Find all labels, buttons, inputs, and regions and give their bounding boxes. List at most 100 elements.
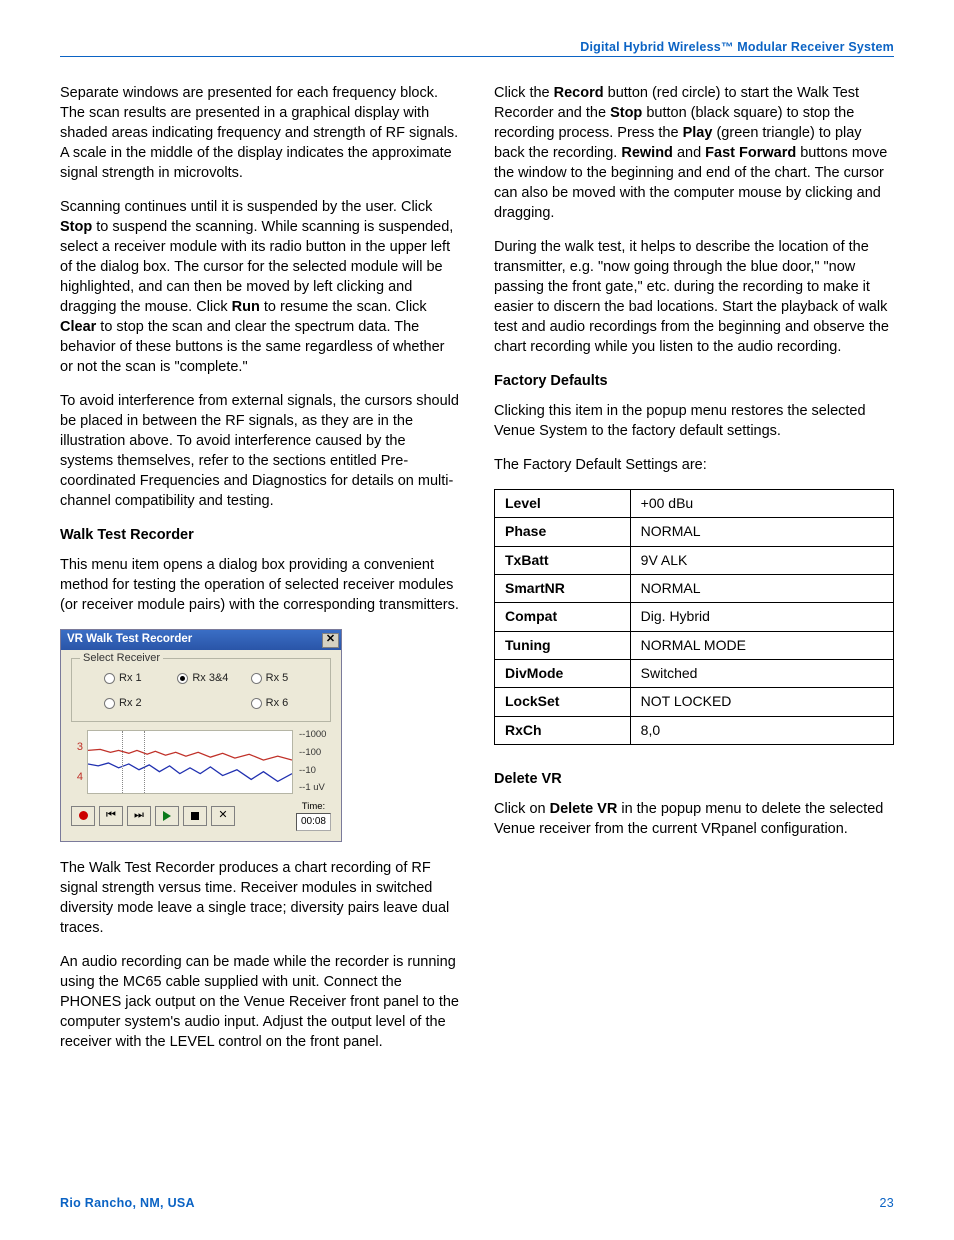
bold-run: Run [232,299,260,315]
rewind-icon: ⏮ [106,808,116,823]
table-row: PhaseNORMAL [495,518,894,546]
radio-label: Rx 5 [266,671,289,686]
para-audio-rec: An audio recording can be made while the… [60,952,460,1052]
page-number: 23 [879,1196,894,1210]
footer-location: Rio Rancho, NM, USA [60,1196,195,1210]
fast-forward-icon: ⏭ [134,808,144,823]
page-footer: Rio Rancho, NM, USA 23 [60,1196,894,1210]
radio-rx-3-4[interactable]: Rx 3&4 [177,671,246,686]
para-delete-vr: Click on Delete VR in the popup menu to … [494,799,894,839]
radio-label: Rx 1 [119,671,142,686]
table-row: TuningNORMAL MODE [495,631,894,659]
fast-forward-button[interactable]: ⏭ [127,806,151,826]
dialog-title: VR Walk Test Recorder [67,632,192,648]
para-walk-intro: This menu item opens a dialog box provid… [60,555,460,615]
right-column: Click the Record button (red circle) to … [494,83,894,1066]
chart-left-label: 3 [71,740,83,755]
table-row: LockSetNOT LOCKED [495,688,894,716]
chart-right-label: --100 [299,748,331,759]
radio-dot-icon [177,673,188,684]
chart-left-label: 4 [71,770,83,785]
time-label: Time: [302,800,325,813]
page-header: Digital Hybrid Wireless™ Modular Receive… [60,40,894,57]
header-title: Digital Hybrid Wireless™ Modular Receive… [60,40,894,54]
para-scan-controls: Scanning continues until it is suspended… [60,197,460,377]
table-value: 8,0 [630,716,893,744]
table-row: Level+00 dBu [495,490,894,518]
table-value: +00 dBu [630,490,893,518]
bold-rewind: Rewind [621,145,673,161]
table-key: LockSet [495,688,631,716]
trace-red [88,750,292,761]
chart-right-label: --1000 [299,730,331,741]
table-key: TxBatt [495,546,631,574]
t: to resume the scan. Click [260,299,427,315]
play-button[interactable] [155,806,179,826]
table-row: CompatDig. Hybrid [495,603,894,631]
table-key: Tuning [495,631,631,659]
stop-button[interactable] [183,806,207,826]
play-icon [163,811,171,821]
chart-area: 34 --1000--100--10--1 uV [71,730,331,794]
transport-controls: ⏮ ⏭ ✕ Time: 00:08 [71,800,331,831]
cursor-line[interactable] [144,731,145,793]
radio-label: Rx 2 [119,696,142,711]
record-icon [79,811,88,820]
table-value: NOT LOCKED [630,688,893,716]
radio-rx-1[interactable]: Rx 1 [104,671,173,686]
rewind-button[interactable]: ⏮ [99,806,123,826]
table-value: 9V ALK [630,546,893,574]
table-row: DivModeSwitched [495,659,894,687]
table-row: SmartNRNORMAL [495,574,894,602]
cursor-line[interactable] [122,731,123,793]
chart-right-label: --1 uV [299,783,331,794]
table-row: RxCh8,0 [495,716,894,744]
chart-y-right: --1000--100--10--1 uV [297,730,331,794]
heading-walk-test: Walk Test Recorder [60,525,460,545]
radio-dot-icon [251,698,262,709]
chart-svg [88,731,292,793]
dialog-titlebar[interactable]: VR Walk Test Recorder ✕ [61,630,341,650]
time-value: 00:08 [296,813,331,831]
para-walk-tips: During the walk test, it helps to descri… [494,237,894,357]
para-scan-windows: Separate windows are presented for each … [60,83,460,183]
t: Click the [494,85,554,101]
bold-ff: Fast Forward [705,145,796,161]
radio-label: Rx 6 [266,696,289,711]
t: and [673,145,705,161]
stop-icon [191,812,199,820]
para-fd-intro: The Factory Default Settings are: [494,455,894,475]
signal-chart[interactable] [87,730,293,794]
radio-empty [177,696,246,711]
t: to stop the scan and clear the spectrum … [60,319,444,375]
t: Click on [494,801,550,817]
table-key: Compat [495,603,631,631]
table-value: NORMAL MODE [630,631,893,659]
fieldset-legend: Select Receiver [80,651,163,666]
table-value: NORMAL [630,574,893,602]
para-transport: Click the Record button (red circle) to … [494,83,894,223]
table-value: Dig. Hybrid [630,603,893,631]
left-column: Separate windows are presented for each … [60,83,460,1066]
para-interference: To avoid interference from external sign… [60,391,460,511]
clear-button[interactable]: ✕ [211,806,235,826]
bold-stop: Stop [60,219,92,235]
radio-rx-2[interactable]: Rx 2 [104,696,173,711]
table-value: Switched [630,659,893,687]
dialog-body: Select Receiver Rx 1 Rx 3&4 Rx 5 Rx 2 Rx 6 3… [61,650,341,841]
close-icon[interactable]: ✕ [322,633,339,648]
table-value: NORMAL [630,518,893,546]
table-key: SmartNR [495,574,631,602]
radio-rx-6[interactable]: Rx 6 [251,696,320,711]
time-display: Time: 00:08 [296,800,331,831]
bold-delete-vr: Delete VR [550,801,618,817]
para-chart-desc: The Walk Test Recorder produces a chart … [60,858,460,938]
radio-rx-5[interactable]: Rx 5 [251,671,320,686]
radio-label: Rx 3&4 [192,671,228,686]
table-key: DivMode [495,659,631,687]
bold-clear: Clear [60,319,96,335]
radio-dot-icon [104,698,115,709]
heading-delete-vr: Delete VR [494,769,894,789]
walk-test-dialog: VR Walk Test Recorder ✕ Select Receiver … [60,629,342,842]
record-button[interactable] [71,806,95,826]
